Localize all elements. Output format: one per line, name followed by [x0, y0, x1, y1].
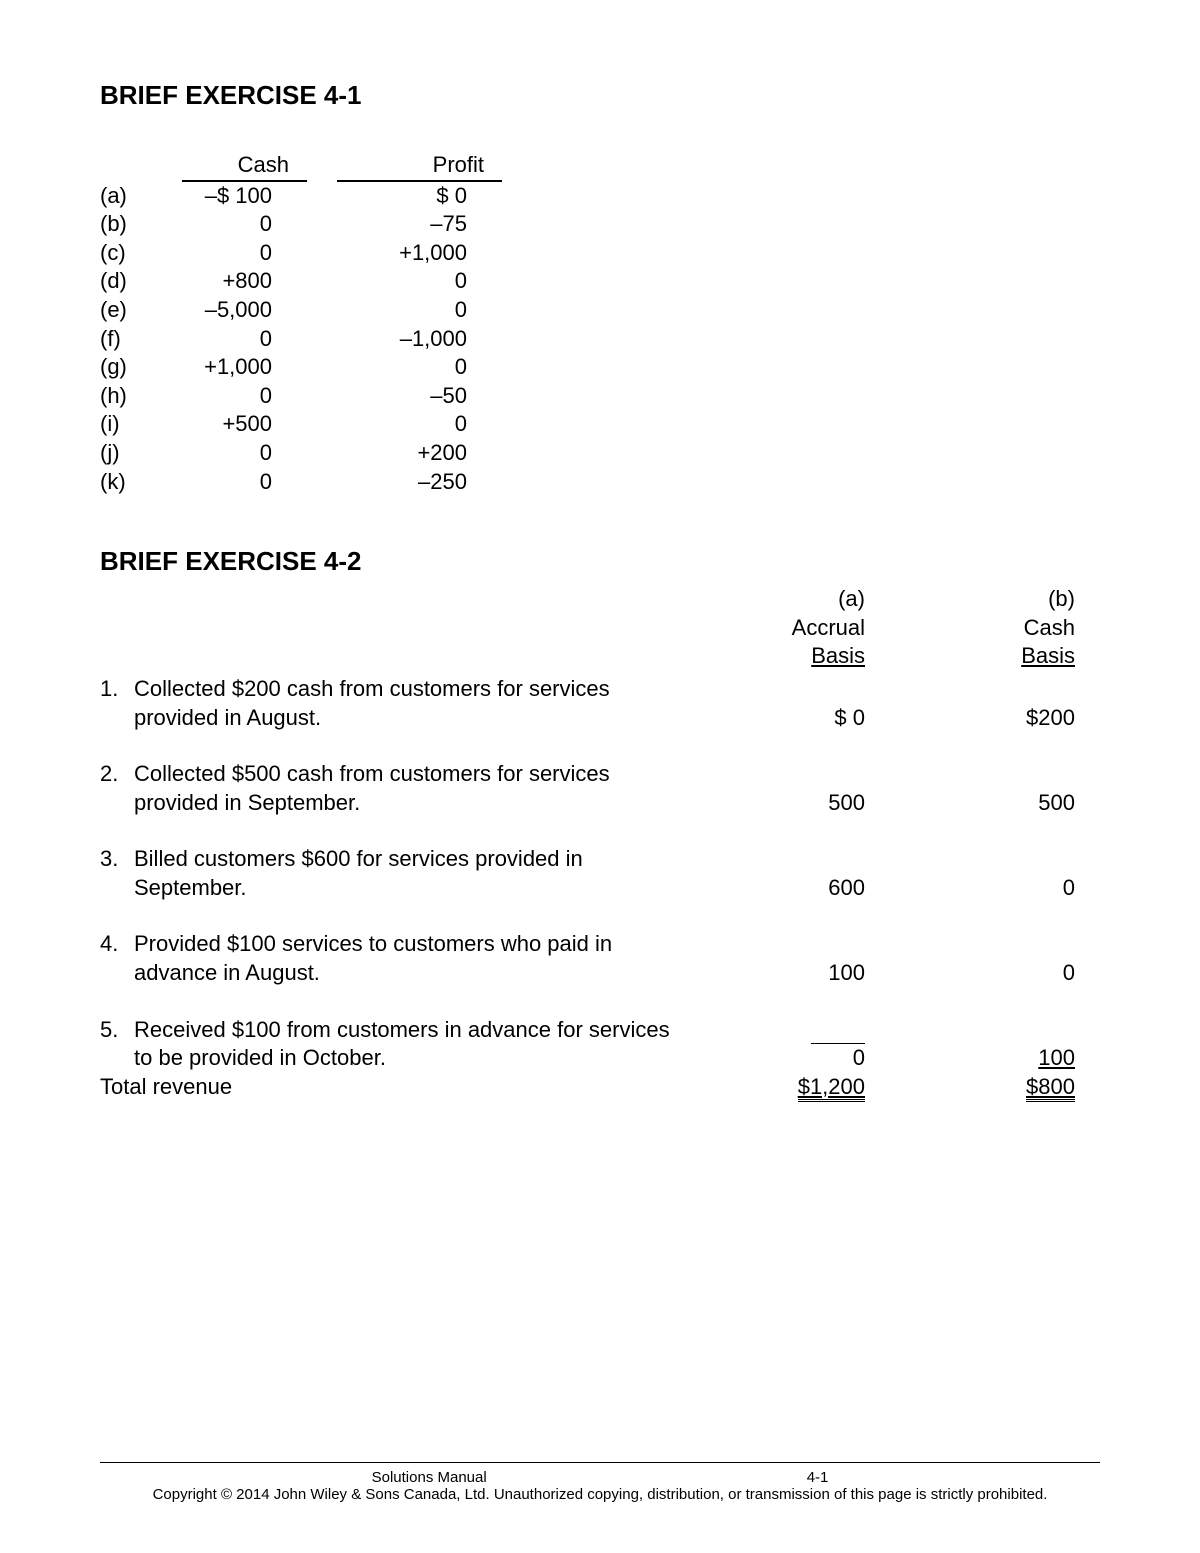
table1-cash-value: 0: [140, 239, 290, 268]
table2-item: 5. Received $100 from customers in advan…: [100, 1016, 1100, 1073]
table1-cash-value: +500: [140, 410, 290, 439]
table2-item: 3. Billed customers $600 for services pr…: [100, 845, 1100, 902]
table2-item-number: 3.: [100, 845, 134, 874]
table1-row: (i) +500 0: [100, 410, 1100, 439]
table1-row: (a) –$ 100 $ 0: [100, 182, 1100, 211]
table2-item-accrual: 500: [695, 789, 885, 818]
table2-item-number: 4.: [100, 930, 134, 959]
table1-cash-value: 0: [140, 325, 290, 354]
table1-row-label: (i): [100, 410, 140, 439]
table1-row-label: (f): [100, 325, 140, 354]
table1-cash-value: +800: [140, 267, 290, 296]
table1-row: (f) 0 –1,000: [100, 325, 1100, 354]
table2-item-cash: 500: [885, 789, 1075, 818]
table1-profit-value: 0: [290, 410, 485, 439]
table1-row: (e) –5,000 0: [100, 296, 1100, 325]
table1-row-label: (c): [100, 239, 140, 268]
table2-col-b-header: (b) Cash Basis: [885, 585, 1075, 671]
table1-header-row: Cash Profit: [100, 151, 1100, 182]
table2-total-label: Total revenue: [100, 1073, 695, 1102]
footer-page-number: 4-1: [807, 1469, 829, 1486]
table1-row-label: (j): [100, 439, 140, 468]
table1-row: (h) 0 –50: [100, 382, 1100, 411]
table1-row: (c) 0 +1,000: [100, 239, 1100, 268]
table1-row: (b) 0 –75: [100, 210, 1100, 239]
table2-item-accrual: $ 0: [695, 704, 885, 733]
table1-row-label: (e): [100, 296, 140, 325]
table1-cash-value: 0: [140, 439, 290, 468]
table1-profit-value: –50: [290, 382, 485, 411]
table1-profit-value: –250: [290, 468, 485, 497]
table1-row-label: (g): [100, 353, 140, 382]
table2-total-row: Total revenue $1,200 $800: [100, 1073, 1100, 1102]
table2-item-desc: Received $100 from customers in advance …: [134, 1016, 695, 1073]
table2-item-number: 1.: [100, 675, 134, 704]
table1-cash-value: +1,000: [140, 353, 290, 382]
table1-profit-value: 0: [290, 296, 485, 325]
table1-row: (g) +1,000 0: [100, 353, 1100, 382]
table1-profit-value: –75: [290, 210, 485, 239]
exercise-4-1-title: BRIEF EXERCISE 4-1: [100, 80, 1100, 111]
table2-item-accrual: 600: [695, 874, 885, 903]
table1-profit-value: +200: [290, 439, 485, 468]
table1-profit-value: +1,000: [290, 239, 485, 268]
footer-copyright: Copyright © 2014 John Wiley & Sons Canad…: [100, 1486, 1100, 1503]
table1-row-label: (k): [100, 468, 140, 497]
table2-item-desc: Provided $100 services to customers who …: [134, 930, 695, 987]
table2-total-accrual: $1,200: [695, 1073, 885, 1102]
table2-item-number: 5.: [100, 1016, 134, 1045]
table2-col-a-header: (a) Accrual Basis: [695, 585, 885, 671]
table2-item-accrual: 100: [695, 959, 885, 988]
table1-profit-value: 0: [290, 267, 485, 296]
table1-profit-value: –1,000: [290, 325, 485, 354]
table1-cash-value: 0: [140, 382, 290, 411]
page-footer: Solutions Manual 4-1 Copyright © 2014 Jo…: [100, 1462, 1100, 1503]
table2-item-cash: 100: [885, 1043, 1075, 1073]
table1-cash-value: 0: [140, 468, 290, 497]
table2-item-cash: 0: [885, 874, 1075, 903]
table2-item-cash: 0: [885, 959, 1075, 988]
table2-item-cash: $200: [885, 704, 1075, 733]
exercise-4-1-table: Cash Profit (a) –$ 100 $ 0 (b) 0 –75 (c)…: [100, 151, 1100, 496]
table2-header: (a) Accrual Basis (b) Cash Basis: [100, 585, 1100, 671]
table2-item: 2. Collected $500 cash from customers fo…: [100, 760, 1100, 817]
table2-item: 1. Collected $200 cash from customers fo…: [100, 675, 1100, 732]
table2-item: 4. Provided $100 services to customers w…: [100, 930, 1100, 987]
table1-profit-value: 0: [290, 353, 485, 382]
exercise-4-2-table: (a) Accrual Basis (b) Cash Basis 1. Coll…: [100, 585, 1100, 1101]
table1-row-label: (h): [100, 382, 140, 411]
table1-cash-value: –5,000: [140, 296, 290, 325]
footer-manual: Solutions Manual: [372, 1469, 487, 1486]
table2-total-cash: $800: [885, 1073, 1075, 1102]
table1-row-label: (d): [100, 267, 140, 296]
table2-item-desc: Collected $200 cash from customers for s…: [134, 675, 695, 732]
exercise-4-2-title: BRIEF EXERCISE 4-2: [100, 546, 1100, 577]
table1-header-cash: Cash: [182, 151, 307, 182]
table1-row: (k) 0 –250: [100, 468, 1100, 497]
table1-row: (j) 0 +200: [100, 439, 1100, 468]
table2-item-accrual: 0: [695, 1043, 885, 1073]
table1-row: (d) +800 0: [100, 267, 1100, 296]
table2-item-number: 2.: [100, 760, 134, 789]
table1-profit-value: $ 0: [290, 182, 485, 211]
table1-cash-value: 0: [140, 210, 290, 239]
table2-item-desc: Collected $500 cash from customers for s…: [134, 760, 695, 817]
table1-row-label: (a): [100, 182, 140, 211]
table1-header-profit: Profit: [337, 151, 502, 182]
table2-item-desc: Billed customers $600 for services provi…: [134, 845, 695, 902]
table1-row-label: (b): [100, 210, 140, 239]
table1-cash-value: –$ 100: [140, 182, 290, 211]
